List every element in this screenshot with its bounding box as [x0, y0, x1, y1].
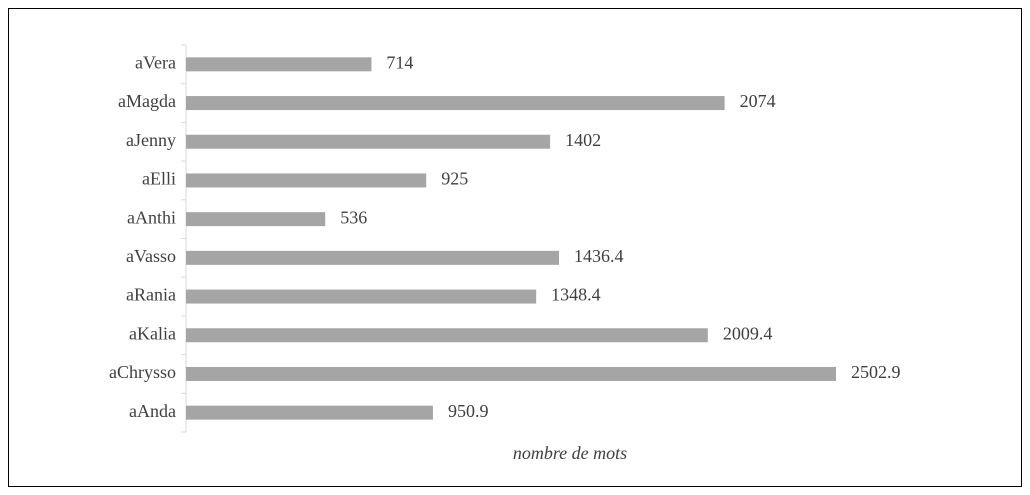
data-label: 714	[386, 52, 413, 72]
frame	[8, 8, 1022, 487]
bar	[186, 134, 551, 149]
bar	[186, 173, 427, 188]
data-label: 950.9	[448, 401, 489, 421]
bar	[186, 366, 836, 381]
y-tick-label: aRania	[126, 285, 176, 305]
data-label: 2009.4	[723, 323, 773, 343]
y-tick-label: aElli	[142, 169, 176, 189]
bar	[186, 57, 372, 72]
data-label: 925	[441, 169, 468, 189]
y-tick-label: aVasso	[126, 246, 176, 266]
data-label: 1348.4	[551, 285, 601, 305]
y-tick-label: aMagda	[118, 91, 176, 111]
bar	[186, 212, 326, 227]
bar	[186, 405, 433, 420]
data-label: 1436.4	[574, 246, 624, 266]
bar	[186, 328, 708, 343]
data-label: 2074	[740, 91, 776, 111]
y-tick-label: aAnthi	[127, 207, 176, 227]
y-tick-label: aVera	[135, 52, 176, 72]
data-label: 1402	[565, 130, 601, 150]
x-axis-label: nombre de mots	[513, 443, 627, 463]
y-tick-label: aJenny	[126, 130, 176, 150]
data-label: 2502.9	[851, 362, 901, 382]
y-tick-label: aChrysso	[109, 362, 176, 382]
bar	[186, 289, 537, 304]
bar	[186, 96, 725, 111]
y-tick-label: aAnda	[129, 401, 176, 421]
bar	[186, 250, 560, 265]
data-label: 536	[340, 207, 367, 227]
y-tick-label: aKalia	[129, 323, 176, 343]
